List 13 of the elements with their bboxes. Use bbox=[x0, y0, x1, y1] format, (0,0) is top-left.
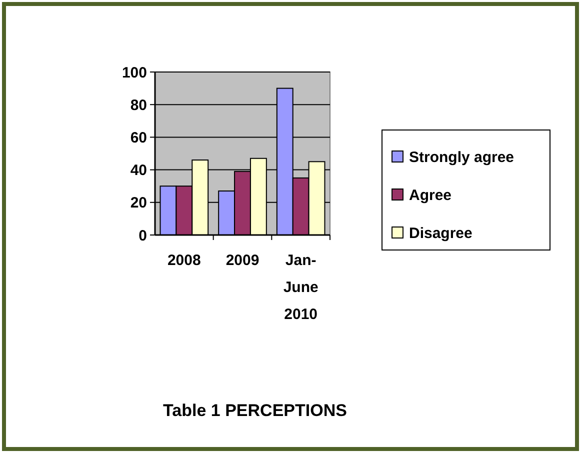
y-tick-label: 40 bbox=[130, 162, 147, 180]
legend-label: Strongly agree bbox=[409, 149, 514, 166]
y-tick-label: 100 bbox=[122, 64, 147, 82]
x-tick-label: Jan-June 2010 bbox=[283, 252, 318, 323]
legend-label: Disagree bbox=[409, 225, 472, 242]
text: Table 1 PERCEPTIONS bbox=[163, 401, 347, 420]
legend-label: Agree bbox=[409, 187, 452, 204]
y-tick-label: 60 bbox=[130, 129, 147, 146]
y-tick-label: 20 bbox=[130, 194, 147, 212]
y-tick-label: 80 bbox=[130, 96, 147, 114]
x-tick-label: 2009 bbox=[226, 252, 260, 269]
x-tick-label: 2008 bbox=[167, 252, 201, 269]
y-tick-label: 0 bbox=[138, 227, 147, 244]
